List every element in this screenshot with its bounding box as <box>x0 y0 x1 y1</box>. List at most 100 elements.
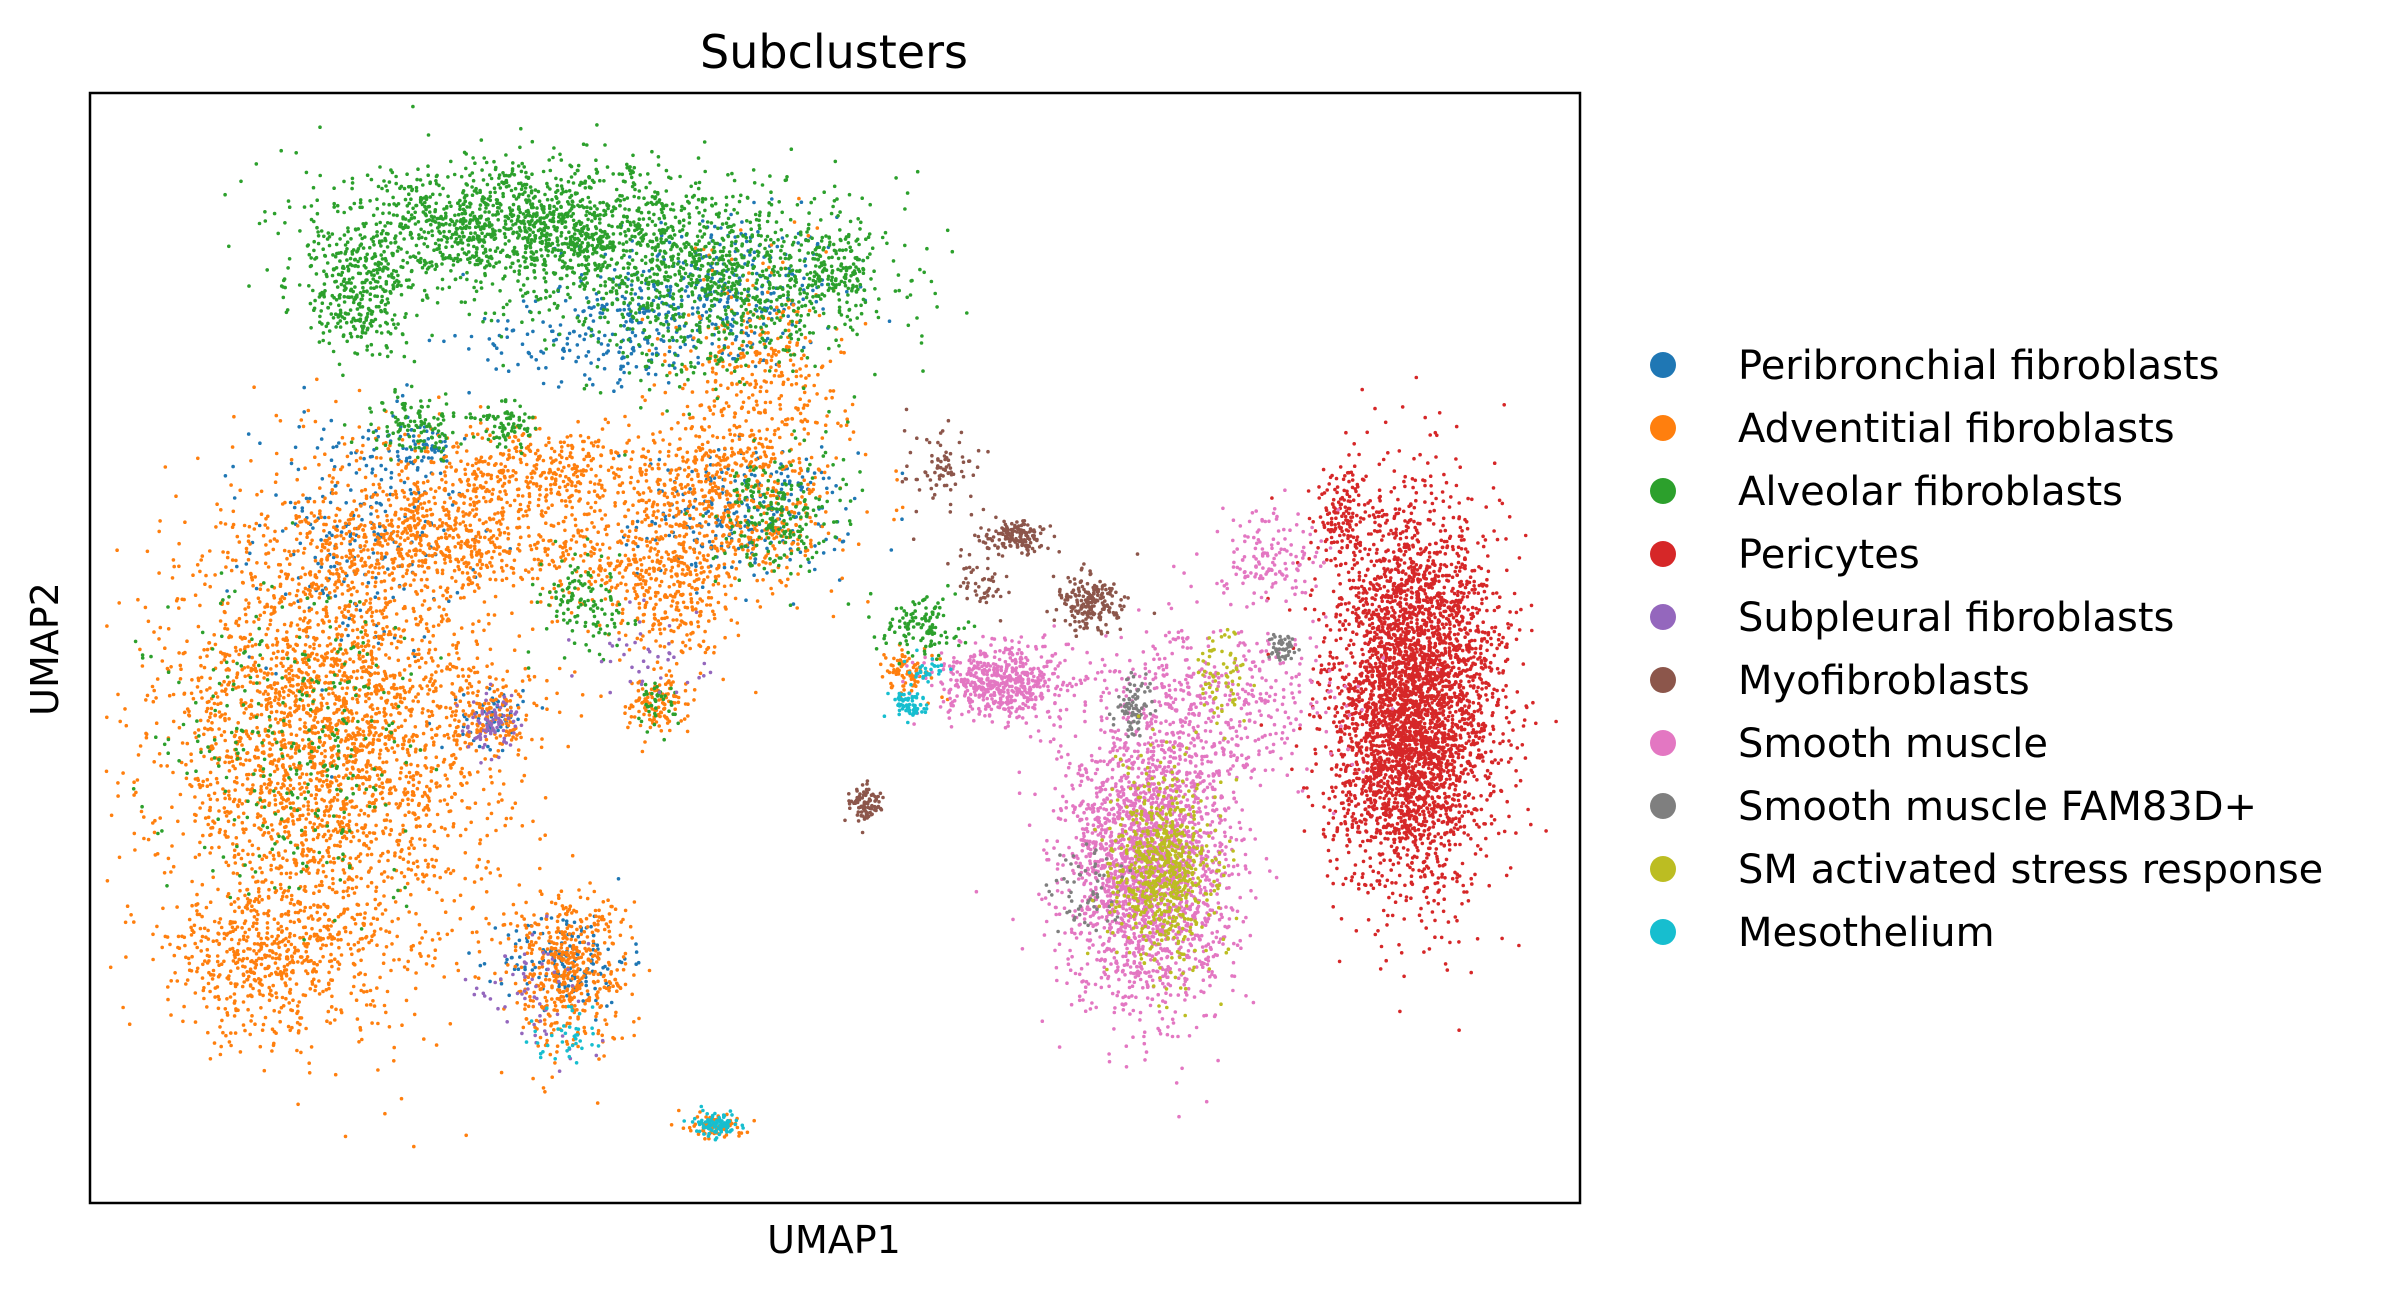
scatter-point <box>273 793 277 798</box>
scatter-point <box>208 851 212 855</box>
scatter-point <box>326 809 331 813</box>
scatter-point <box>573 484 578 488</box>
scatter-point <box>240 802 244 806</box>
scatter-point <box>772 291 776 295</box>
scatter-point <box>355 747 360 751</box>
scatter-point <box>136 753 141 757</box>
scatter-point <box>233 861 238 865</box>
scatter-point <box>465 717 469 722</box>
scatter-point <box>407 753 412 758</box>
scatter-point <box>429 709 434 714</box>
scatter-point <box>476 532 481 536</box>
scatter-point <box>294 694 298 698</box>
scatter-point <box>439 619 444 624</box>
scatter-point <box>834 484 838 488</box>
scatter-point <box>411 774 416 778</box>
scatter-point <box>377 766 382 771</box>
scatter-point <box>244 619 249 624</box>
scatter-point <box>540 706 545 710</box>
scatter-point <box>458 833 463 838</box>
scatter-point <box>158 519 162 523</box>
scatter-point <box>214 776 219 781</box>
scatter-point <box>458 522 462 526</box>
scatter-point <box>545 707 549 711</box>
scatter-point <box>490 662 494 666</box>
scatter-point <box>226 550 230 555</box>
scatter-point <box>618 308 622 312</box>
scatter-point <box>174 494 178 499</box>
scatter-point <box>543 796 548 800</box>
scatter-point <box>282 548 287 553</box>
scatter-point <box>429 677 433 681</box>
scatter-point <box>222 730 227 734</box>
scatter-point <box>594 474 598 478</box>
scatter-point <box>404 705 409 710</box>
scatter-point <box>622 370 626 375</box>
scatter-point <box>622 355 626 360</box>
scatter-point <box>251 852 255 857</box>
scatter-point <box>237 652 241 657</box>
scatter-point <box>200 554 205 558</box>
scatter-point <box>441 505 445 510</box>
scatter-point <box>183 520 187 524</box>
scatter-point <box>489 497 494 502</box>
scatter-point <box>158 625 163 630</box>
scatter-point <box>312 646 316 651</box>
scatter-point <box>302 781 307 785</box>
scatter-point <box>622 307 626 312</box>
scatter-point <box>443 561 447 565</box>
scatter-point <box>390 746 395 750</box>
scatter-point <box>202 754 206 759</box>
scatter-point <box>427 887 431 891</box>
scatter-point <box>171 864 176 869</box>
scatter-point <box>527 507 531 512</box>
scatter-point <box>635 519 640 524</box>
scatter-point <box>327 636 331 640</box>
scatter-point <box>400 488 405 493</box>
scatter-point <box>323 832 327 837</box>
scatter-point <box>387 737 391 741</box>
scatter-point <box>370 725 374 729</box>
scatter-point <box>368 784 372 789</box>
scatter-point <box>475 864 480 868</box>
scatter-point <box>497 769 502 773</box>
scatter-point <box>383 528 388 533</box>
scatter-point <box>514 737 518 741</box>
scatter-point <box>230 759 235 764</box>
scatter-point <box>330 488 335 492</box>
scatter-point <box>258 866 262 870</box>
scatter-point <box>440 571 445 576</box>
scatter-point <box>411 811 415 815</box>
scatter-point <box>351 532 356 536</box>
scatter-point <box>618 345 623 350</box>
scatter-point <box>422 599 427 603</box>
scatter-point <box>458 916 463 921</box>
scatter-point <box>372 622 376 627</box>
scatter-point <box>325 651 330 655</box>
scatter-point <box>563 298 568 303</box>
scatter-point <box>357 656 362 661</box>
scatter-point <box>322 809 327 814</box>
scatter-point <box>787 498 791 503</box>
scatter-point <box>313 555 318 560</box>
scatter-point <box>375 591 380 595</box>
scatter-point <box>557 666 562 671</box>
scatter-point <box>172 564 176 569</box>
scatter-point <box>461 693 466 697</box>
scatter-point <box>715 524 719 528</box>
scatter-point <box>427 714 432 719</box>
scatter-point <box>650 352 655 356</box>
scatter-point <box>509 816 513 821</box>
scatter-point <box>306 800 311 804</box>
scatter-point <box>436 664 440 668</box>
scatter-point <box>378 975 382 980</box>
scatter-point <box>280 686 285 691</box>
scatter-point <box>467 951 471 955</box>
scatter-point <box>584 983 588 988</box>
scatter-point <box>341 652 346 656</box>
scatter-point <box>304 772 309 777</box>
scatter-point <box>346 633 350 638</box>
scatter-point <box>364 765 369 769</box>
scatter-point <box>194 813 198 817</box>
scatter-point <box>351 516 356 521</box>
